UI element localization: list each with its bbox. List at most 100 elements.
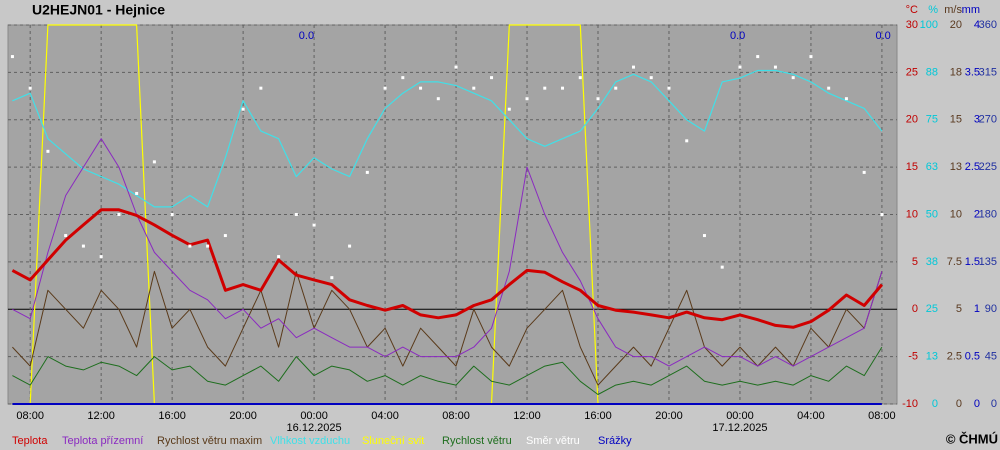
axis-unit: % [928, 4, 938, 16]
y-tick-label: 2.5 [947, 351, 962, 363]
x-tick-label: 08:00 [16, 410, 44, 422]
direction-point [419, 86, 423, 90]
x-tick-label: 08:00 [442, 410, 470, 422]
direction-point [401, 76, 405, 80]
chart-title: U2HEJN01 - Hejnice [32, 2, 165, 18]
direction-point [685, 139, 689, 143]
direction-point [117, 213, 121, 216]
direction-point [738, 65, 742, 69]
copyright: © ČHMÚ [946, 431, 998, 446]
y-tick-label: 10 [950, 208, 962, 220]
y-tick-label: 45 [985, 351, 997, 363]
precip-annotation: 0.0 [299, 30, 314, 42]
direction-point [383, 86, 387, 90]
axis-unit: mm [962, 4, 980, 16]
direction-point [454, 65, 458, 69]
x-tick-label: 20:00 [655, 410, 683, 422]
y-tick-label: 5 [956, 303, 962, 315]
legend-entry: Rychlost větru [442, 435, 512, 447]
y-tick-label: 1 [974, 303, 980, 315]
legend-entry: Teplota přízemní [62, 435, 143, 447]
x-tick-label: 20:00 [229, 410, 257, 422]
y-tick-label: 3 [974, 114, 980, 126]
x-tick-label: 16:00 [158, 410, 186, 422]
direction-point [277, 255, 281, 259]
precip-annotation: 0.0 [875, 30, 890, 42]
y-tick-label: 1.5 [965, 256, 980, 268]
direction-point [649, 76, 653, 80]
axis-unit: °C [906, 4, 918, 16]
x-tick-label: 16:00 [584, 410, 612, 422]
direction-point [81, 244, 85, 248]
series-line [12, 346, 883, 395]
direction-point [28, 86, 32, 90]
y-tick-label: 18 [950, 66, 962, 78]
y-tick-label: 3.5 [965, 66, 980, 78]
direction-point [702, 234, 706, 238]
direction-point [791, 76, 795, 80]
direction-point [844, 97, 848, 101]
series-line [12, 138, 883, 367]
direction-point [472, 86, 476, 90]
x-tick-label: 00:00 [300, 410, 328, 422]
x-tick-label: 04:00 [371, 410, 399, 422]
y-tick-label: 0 [974, 398, 980, 410]
y-tick-label: 0.5 [965, 351, 980, 363]
y-tick-label: 50 [926, 208, 938, 220]
direction-point [809, 55, 813, 59]
direction-point [578, 76, 582, 80]
date-label: 16.12.2025 [287, 422, 342, 434]
direction-point [223, 234, 227, 238]
direction-point [880, 213, 884, 216]
direction-point [241, 107, 245, 111]
direction-point [259, 86, 263, 90]
direction-point [667, 86, 671, 90]
y-tick-label: 15 [906, 161, 918, 173]
x-tick-label: 08:00 [868, 410, 896, 422]
direction-point [827, 86, 831, 90]
y-tick-label: 225 [979, 161, 997, 173]
y-tick-label: -10 [902, 398, 918, 410]
y-tick-label: 5 [912, 256, 918, 268]
direction-point [596, 97, 600, 101]
legend-entry: Teplota [12, 435, 48, 447]
y-tick-label: 0 [956, 398, 962, 410]
direction-point [490, 76, 494, 80]
x-tick-label: 12:00 [513, 410, 541, 422]
direction-point [152, 160, 156, 164]
series-line [12, 69, 883, 208]
direction-point [773, 65, 777, 69]
direction-point [348, 244, 352, 248]
x-tick-label: 12:00 [87, 410, 115, 422]
y-tick-label: 7.5 [947, 256, 962, 268]
y-tick-label: 135 [979, 256, 997, 268]
direction-point [206, 244, 210, 248]
x-tick-label: 04:00 [797, 410, 825, 422]
y-tick-label: 30 [906, 19, 918, 31]
direction-point [365, 170, 369, 174]
y-tick-label: 20 [950, 19, 962, 31]
direction-point [64, 234, 68, 238]
y-tick-label: 63 [926, 161, 938, 173]
direction-point [170, 213, 174, 216]
y-tick-label: 25 [906, 66, 918, 78]
y-tick-label: 0 [912, 303, 918, 315]
y-tick-label: 2.5 [965, 161, 980, 173]
direction-point [756, 55, 760, 59]
legend-entry: Sluneční svit [362, 435, 424, 447]
y-tick-label: 10 [906, 208, 918, 220]
direction-point [561, 86, 565, 90]
direction-point [543, 86, 547, 90]
direction-point [720, 265, 724, 269]
direction-point [10, 55, 14, 59]
y-tick-label: 100 [920, 19, 938, 31]
direction-point [631, 65, 635, 69]
precip-annotation: 0.0 [730, 30, 745, 42]
y-tick-label: 315 [979, 66, 997, 78]
y-tick-label: 0 [991, 398, 997, 410]
y-tick-label: 20 [906, 114, 918, 126]
y-tick-label: 75 [926, 114, 938, 126]
y-tick-label: 90 [985, 303, 997, 315]
x-tick-label: 00:00 [726, 410, 754, 422]
